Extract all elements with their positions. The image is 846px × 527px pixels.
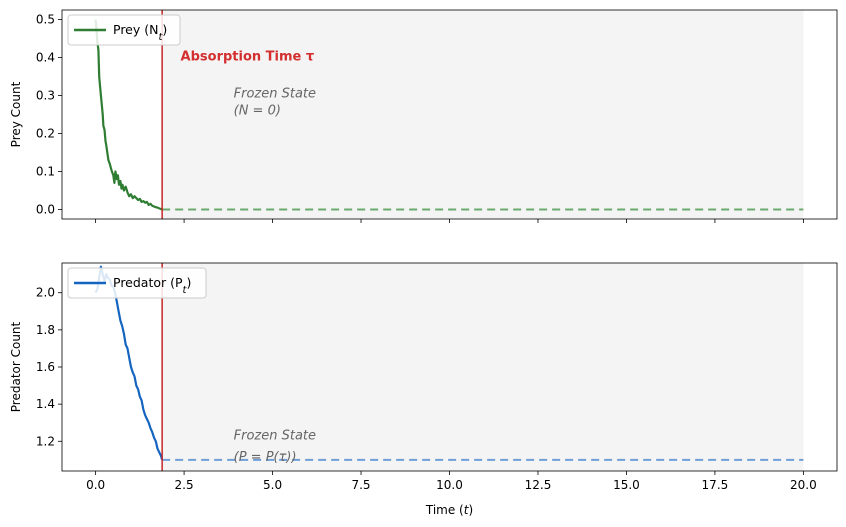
predator-axes-frame bbox=[61, 262, 838, 472]
prey-x-ticks bbox=[95, 219, 804, 223]
frozen-state-detail: (N = 0) bbox=[234, 104, 281, 119]
predator-subplot: 1.2 1.4 1.6 1.8 2.0 0.0 2.5 5.0 7.5 10.0 12.5 15.0… bbox=[9, 262, 838, 517]
prey-y-ticks: 0.0 0.1 0.2 0.3 0.4 0.5 bbox=[36, 13, 62, 217]
predator-frozen-state-text: Frozen State (P = P(τ)) bbox=[234, 429, 316, 465]
y-tick-label: 0.5 bbox=[36, 13, 55, 27]
y-tick-label: 1.8 bbox=[36, 323, 55, 337]
x-tick-label: 7.5 bbox=[351, 478, 370, 492]
y-tick-label: 0.1 bbox=[36, 165, 55, 179]
y-tick-label: 0.3 bbox=[36, 89, 55, 103]
y-tick-label: 0.4 bbox=[36, 51, 55, 65]
prey-y-axis-label: Prey Count bbox=[9, 81, 23, 147]
legend-box bbox=[67, 14, 181, 46]
x-tick-label: 2.5 bbox=[175, 478, 194, 492]
x-axis-label: Time (t) bbox=[425, 503, 473, 517]
x-tick-label: 12.5 bbox=[525, 478, 552, 492]
prey-legend: Prey (Nt) bbox=[67, 14, 181, 46]
predator-y-ticks: 1.2 1.4 1.6 1.8 2.0 bbox=[36, 286, 62, 448]
legend-label-prey: Prey (Nt) bbox=[113, 22, 167, 43]
prey-axes-frame bbox=[61, 9, 838, 220]
predator-legend: Predator (Pt) bbox=[67, 267, 207, 299]
y-tick-label: 1.4 bbox=[36, 397, 55, 411]
y-tick-label: 0.0 bbox=[36, 203, 55, 217]
frozen-state-detail: (P = P(τ)) bbox=[234, 450, 297, 465]
prey-frozen-state-text: Frozen State (N = 0) bbox=[234, 87, 316, 119]
x-tick-label: 0.0 bbox=[86, 478, 105, 492]
legend-box bbox=[67, 267, 207, 299]
x-tick-label: 17.5 bbox=[702, 478, 729, 492]
frozen-region-shading bbox=[162, 10, 804, 219]
predator-x-ticks: 0.0 2.5 5.0 7.5 10.0 12.5 15.0 17.5 20.0 bbox=[86, 471, 817, 492]
legend-label-predator: Predator (Pt) bbox=[113, 275, 191, 296]
x-tick-label: 5.0 bbox=[263, 478, 282, 492]
y-tick-label: 1.6 bbox=[36, 360, 55, 374]
series-line bbox=[94, 19, 163, 211]
absorption-time-label: Absorption Time τ bbox=[181, 50, 315, 65]
prey-series bbox=[94, 19, 163, 211]
y-tick-label: 1.2 bbox=[36, 434, 55, 448]
y-tick-label: 2.0 bbox=[36, 286, 55, 300]
frozen-state-title: Frozen State bbox=[234, 87, 316, 102]
frozen-region-shading bbox=[162, 263, 804, 471]
x-tick-label: 15.0 bbox=[613, 478, 640, 492]
y-tick-label: 0.2 bbox=[36, 127, 55, 141]
predator-y-axis-label: Predator Count bbox=[9, 321, 23, 412]
frozen-state-title: Frozen State bbox=[234, 429, 316, 444]
x-tick-label: 20.0 bbox=[790, 478, 817, 492]
x-tick-label: 10.0 bbox=[436, 478, 463, 492]
prey-subplot: 0.0 0.1 0.2 0.3 0.4 0.5 Absorption Time τ Fro… bbox=[9, 9, 838, 223]
